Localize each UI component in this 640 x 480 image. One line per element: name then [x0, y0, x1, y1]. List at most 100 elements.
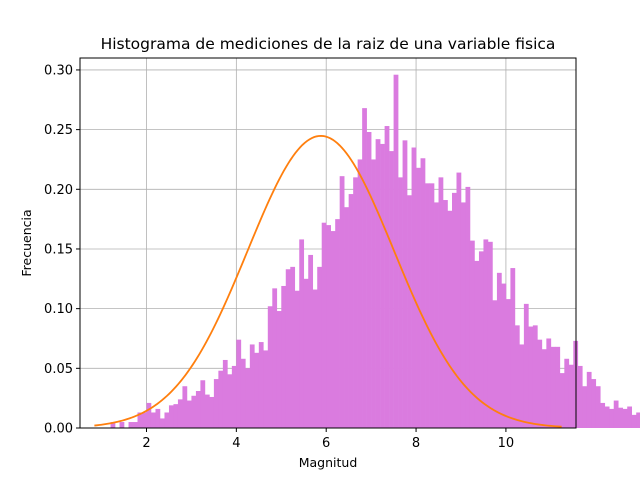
histogram-bar	[541, 349, 547, 428]
histogram-bar	[353, 177, 358, 428]
plot-frame	[79, 57, 577, 429]
histogram-bar	[586, 371, 592, 428]
histogram-bar	[330, 231, 336, 428]
histogram-bar	[604, 406, 610, 428]
histogram-bar	[308, 254, 314, 428]
histogram-bar	[483, 239, 489, 428]
histogram-bar	[443, 200, 448, 428]
histogram-bar	[519, 344, 525, 428]
histogram-bar	[335, 219, 340, 428]
histogram-bar	[155, 408, 161, 428]
histogram-bar	[173, 404, 179, 428]
histogram-bar	[263, 350, 269, 428]
histogram-bar	[465, 186, 471, 428]
histogram-bar	[294, 290, 300, 428]
histogram-bar	[398, 177, 403, 428]
y-tick-label: 0.00	[44, 422, 73, 437]
histogram-bar	[258, 342, 264, 428]
histogram-bar	[191, 395, 197, 428]
histogram-bar	[146, 402, 152, 428]
histogram-bar	[460, 202, 466, 428]
histogram-bar	[200, 380, 206, 428]
histogram-bar	[550, 346, 556, 428]
histogram-bar	[362, 108, 367, 429]
histogram-bar	[555, 346, 561, 428]
y-tick-label: 0.10	[44, 302, 73, 317]
y-tick-label: 0.25	[44, 123, 73, 138]
histogram-bar	[537, 339, 543, 428]
histogram-bar	[110, 422, 116, 428]
histogram-bar	[119, 422, 125, 428]
histogram-bar	[285, 269, 291, 428]
histogram-bar	[204, 394, 210, 428]
y-tick-label: 0.30	[44, 63, 73, 78]
histogram-bar	[299, 239, 305, 428]
histogram-bar	[591, 379, 597, 428]
histogram-bar	[384, 126, 390, 428]
histogram-bar	[420, 158, 426, 429]
histogram-bar	[312, 289, 318, 428]
histogram-bar	[150, 412, 156, 428]
histogram-bar	[164, 412, 170, 428]
histogram-bars	[110, 74, 640, 429]
chart-title: Histograma de mediciones de la raiz de u…	[101, 35, 556, 53]
histogram-bar	[344, 207, 349, 428]
histogram-bar	[195, 391, 201, 428]
histogram-bar	[236, 339, 242, 428]
histogram-bar	[501, 283, 507, 428]
histogram-bar	[474, 260, 480, 428]
histogram-bar	[249, 344, 255, 428]
histogram-bar	[505, 299, 511, 428]
histogram-bar	[267, 306, 273, 428]
y-axis-ticks: 0.00 0.05 0.10 0.15 0.20 0.25 0.30	[44, 63, 80, 437]
x-tick-label: 6	[322, 436, 330, 451]
histogram-bar	[213, 379, 219, 428]
histogram-bar	[159, 418, 165, 428]
histogram-bar	[290, 266, 296, 428]
histogram-bar	[402, 140, 408, 428]
y-tick-label: 0.15	[44, 242, 73, 257]
histogram-bar	[182, 386, 188, 428]
histogram-bar	[380, 143, 385, 428]
histogram-bar	[240, 358, 246, 428]
x-tick-label: 2	[142, 436, 150, 451]
histogram-bar	[582, 386, 588, 428]
histogram-bar	[393, 74, 399, 428]
y-axis-label: Frecuencia	[19, 209, 34, 276]
x-tick-label: 10	[498, 436, 515, 451]
x-tick-label: 8	[412, 436, 420, 451]
histogram-bar	[528, 326, 534, 428]
x-axis-ticks: 2 4 6 8 10	[142, 428, 514, 451]
histogram-bar	[478, 251, 484, 428]
histogram-bar	[636, 412, 640, 428]
histogram-bar	[168, 405, 174, 428]
histogram-bar	[496, 272, 502, 428]
histogram-bar	[317, 266, 323, 428]
histogram-bar	[389, 151, 394, 428]
histogram-bar	[366, 132, 372, 428]
histogram-bar	[613, 400, 619, 428]
histogram-bar	[222, 359, 228, 428]
histogram-bar	[559, 373, 565, 428]
histogram-bar	[492, 300, 498, 428]
histogram-bar	[622, 408, 628, 428]
histogram-bar	[218, 370, 224, 428]
histogram-bar	[231, 365, 237, 428]
histogram-bar	[618, 407, 624, 428]
histogram-bar	[546, 338, 552, 428]
histogram-bar	[339, 176, 345, 428]
histogram-bar	[209, 396, 215, 428]
histogram-bar	[254, 352, 260, 428]
histogram-bar	[568, 364, 574, 428]
histogram-bar	[371, 159, 376, 429]
histogram-bar	[469, 240, 475, 428]
histogram-bar	[452, 192, 457, 428]
histogram-bar	[532, 325, 538, 428]
histogram-bar	[133, 422, 138, 428]
histogram-bar	[434, 202, 439, 428]
histogram-bar	[137, 412, 143, 428]
y-tick-label: 0.05	[44, 362, 73, 377]
histogram-bar	[303, 278, 309, 428]
histogram-bar	[438, 177, 444, 428]
histogram-bar	[416, 167, 421, 428]
